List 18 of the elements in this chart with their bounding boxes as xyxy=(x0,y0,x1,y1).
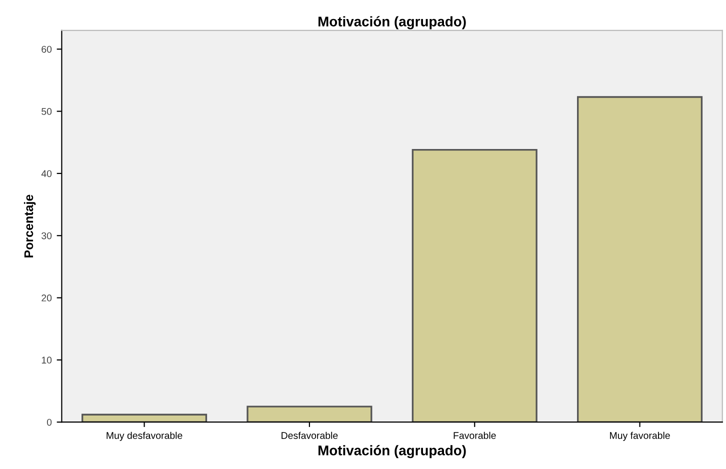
y-tick-label: 10 xyxy=(42,356,52,364)
x-axis-title: Motivación (agrupado) xyxy=(318,445,466,458)
bar xyxy=(577,96,703,422)
y-tick-label: 30 xyxy=(42,232,52,240)
x-tick-label: Favorable xyxy=(454,432,496,439)
y-tick-label: 50 xyxy=(42,108,52,115)
y-axis-title: Porcentaje xyxy=(24,194,36,258)
x-tick-label: Desfavorable xyxy=(282,432,338,439)
y-tick-label: 60 xyxy=(42,46,52,53)
bar xyxy=(82,414,208,422)
y-tick-label: 20 xyxy=(42,294,52,302)
x-tick-label: Muy desfavorable xyxy=(106,432,182,441)
bar xyxy=(412,149,538,422)
y-tick-label: 40 xyxy=(41,170,52,178)
x-tick-label: Muy favorable xyxy=(610,432,670,441)
chart-title: Motivación (agrupado) xyxy=(318,16,466,30)
bar xyxy=(246,406,372,422)
y-tick-label: 0 xyxy=(46,418,52,426)
